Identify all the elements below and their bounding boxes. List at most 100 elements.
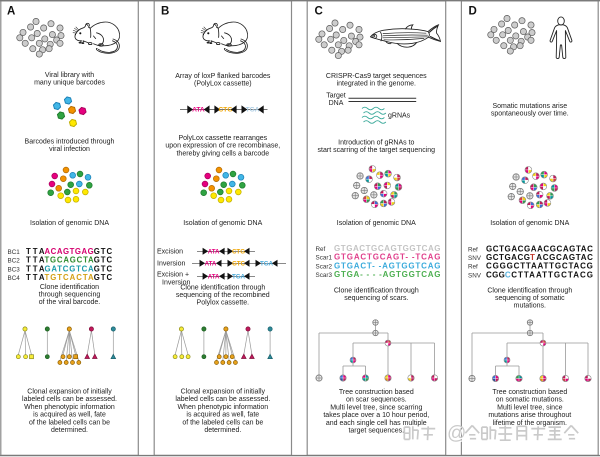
svg-text:and each single cell has multi: and each single cell has multiple — [326, 420, 427, 427]
svg-text:GTC: GTC — [94, 264, 113, 273]
svg-text:GATCGTCA: GATCGTCA — [45, 264, 95, 273]
svg-text:ATA: ATA — [208, 274, 220, 281]
svg-text:Tree construction based: Tree construction based — [492, 389, 567, 396]
svg-text:A: A — [7, 6, 15, 18]
svg-text:SNV: SNV — [468, 272, 482, 279]
svg-text:labeled cells can be assessed.: labeled cells can be assessed. — [22, 396, 117, 403]
svg-text:sequencing of scars.: sequencing of scars. — [344, 295, 408, 302]
svg-text:When phenotypic information: When phenotypic information — [24, 404, 115, 411]
svg-text:TTA: TTA — [26, 273, 45, 282]
svg-text:C: C — [505, 270, 511, 279]
svg-text:TGTCACTA: TGTCACTA — [45, 273, 95, 282]
svg-text:GTC: GTC — [94, 273, 113, 282]
svg-text:Polylox cassette.: Polylox cassette. — [197, 300, 250, 307]
svg-text:ATA: ATA — [205, 261, 217, 268]
svg-text:@: @ — [447, 423, 466, 444]
svg-text:SNV: SNV — [468, 255, 482, 262]
svg-text:of the viral barcode.: of the viral barcode. — [39, 299, 101, 306]
svg-text:is acquired as well, fate: is acquired as well, fate — [33, 412, 106, 419]
svg-text:BC2: BC2 — [8, 258, 21, 265]
svg-text:GCTGACG: GCTGACG — [486, 253, 530, 262]
svg-text:Clone identification through: Clone identification through — [487, 288, 572, 295]
svg-text:Somatic mutations arise: Somatic mutations arise — [492, 103, 567, 110]
svg-text:through sequencing: through sequencing — [39, 292, 101, 299]
svg-text:CTG: CTG — [219, 107, 233, 114]
svg-text:T: T — [530, 253, 535, 262]
svg-text:Excision +: Excision + — [157, 271, 189, 278]
svg-text:Ref: Ref — [468, 264, 478, 271]
svg-text:GTGACTGCAGT- -TCAG: GTGACTGCAGT- -TCAG — [334, 253, 441, 262]
svg-text:Clone identification: Clone identification — [40, 284, 99, 291]
svg-text:integrated in the genome.: integrated in the genome. — [337, 81, 416, 88]
svg-text:Isolation of genomic DNA: Isolation of genomic DNA — [337, 220, 416, 227]
svg-text:target sequences.: target sequences. — [348, 428, 404, 435]
svg-text:(PolyLox cassette): (PolyLox cassette) — [194, 81, 252, 88]
svg-text:gRNAs: gRNAs — [388, 113, 411, 120]
svg-text:Clone identification through: Clone identification through — [180, 285, 265, 292]
svg-text:GTGACTGCAGTGGTCAG: GTGACTGCAGTGGTCAG — [334, 244, 441, 253]
svg-text:Tree construction based: Tree construction based — [339, 389, 414, 396]
svg-text:DNA: DNA — [329, 100, 344, 107]
svg-text:Inversion: Inversion — [157, 260, 186, 267]
svg-text:Ref: Ref — [468, 247, 478, 254]
svg-text:GCTGACGAACGCAGTAC: GCTGACGAACGCAGTAC — [486, 245, 593, 254]
svg-text:mutations.: mutations. — [514, 303, 546, 310]
svg-text:on scar sequences.: on scar sequences. — [346, 397, 407, 404]
svg-text:BC1: BC1 — [8, 249, 21, 256]
svg-text:D: D — [469, 6, 477, 18]
svg-text:CTG: CTG — [232, 249, 245, 256]
svg-text:Target: Target — [326, 93, 346, 100]
svg-text:upon expression of cre recombi: upon expression of cre recombinase, — [165, 143, 280, 150]
svg-text:Array of loxP flanked barcodes: Array of loxP flanked barcodes — [175, 73, 271, 80]
svg-text:CRISPR-Cas9 target sequences: CRISPR-Cas9 target sequences — [326, 73, 427, 80]
svg-text:GTC: GTC — [94, 247, 113, 256]
svg-text:GTC: GTC — [94, 256, 113, 265]
svg-text:CTTAATTGCTACG: CTTAATTGCTACG — [511, 270, 593, 279]
svg-text:Clone identification through: Clone identification through — [334, 288, 419, 295]
svg-text:ATA: ATA — [208, 249, 220, 256]
svg-text:viral infection: viral infection — [49, 146, 90, 153]
svg-text:is acquired as well, fate: is acquired as well, fate — [186, 412, 259, 419]
svg-text:Scar2: Scar2 — [316, 263, 333, 270]
svg-text:Multi level tree, since scarri: Multi level tree, since scarring — [330, 404, 422, 411]
svg-text:TGA: TGA — [232, 274, 246, 281]
svg-text:Viral library with: Viral library with — [45, 72, 94, 79]
svg-text:CGG: CGG — [486, 270, 505, 279]
svg-text:of the labeled cells can be: of the labeled cells can be — [29, 419, 110, 426]
svg-text:Barcodes introduced through: Barcodes introduced through — [25, 139, 115, 146]
svg-text:determined.: determined. — [51, 427, 88, 434]
svg-text:thereby giving cells a barcode: thereby giving cells a barcode — [176, 150, 269, 157]
svg-text:Inversion: Inversion — [162, 279, 191, 286]
svg-text:Ref: Ref — [316, 246, 326, 253]
svg-text:Isolation of genomic DNA: Isolation of genomic DNA — [183, 220, 262, 227]
svg-text:Isolation of genomic DNA: Isolation of genomic DNA — [30, 220, 109, 227]
svg-text:Scar3: Scar3 — [316, 272, 333, 279]
svg-text:Multi level tree, since: Multi level tree, since — [497, 404, 562, 411]
svg-text:start scarring of the target s: start scarring of the target sequencing — [318, 147, 436, 154]
svg-text:takes place over a 10 hour per: takes place over a 10 hour period, — [323, 412, 429, 419]
svg-text:BC4: BC4 — [8, 275, 21, 282]
svg-text:TGA: TGA — [246, 107, 260, 114]
svg-text:Excision: Excision — [157, 248, 183, 255]
svg-text:ACAGTGAG: ACAGTGAG — [45, 247, 94, 256]
svg-text:lifetime of the organism.: lifetime of the organism. — [493, 420, 567, 427]
svg-text:sequencing of somatic: sequencing of somatic — [495, 295, 565, 302]
svg-text:Clonal expansion of initially: Clonal expansion of initially — [27, 389, 112, 396]
svg-text:of the labeled cells can be: of the labeled cells can be — [182, 419, 263, 426]
svg-text:mutations arise throughout: mutations arise throughout — [488, 412, 571, 419]
svg-text:GTGACT- -AGTGGTCAG: GTGACT- -AGTGGTCAG — [334, 261, 441, 270]
svg-text:Introduction of gRNAs to: Introduction of gRNAs to — [338, 140, 414, 147]
svg-text:Isolation of genomic DNA: Isolation of genomic DNA — [490, 220, 569, 227]
svg-text:sequencing of the recombined: sequencing of the recombined — [176, 292, 270, 299]
svg-text:CGGGCTTAATTGCTACG: CGGGCTTAATTGCTACG — [486, 262, 593, 271]
svg-text:GTGA- - - -AGTGGTCAG: GTGA- - - -AGTGGTCAG — [334, 270, 441, 279]
svg-text:many unique barcodes: many unique barcodes — [34, 80, 105, 87]
svg-text:GTC: GTC — [232, 261, 246, 268]
svg-text:C: C — [315, 6, 323, 18]
svg-text:@: @ — [448, 424, 467, 445]
svg-text:TTA: TTA — [26, 247, 45, 256]
svg-text:B: B — [161, 6, 169, 18]
svg-text:determined.: determined. — [204, 427, 241, 434]
svg-text:When phenotypic information: When phenotypic information — [177, 404, 268, 411]
svg-text:TTA: TTA — [26, 264, 45, 273]
